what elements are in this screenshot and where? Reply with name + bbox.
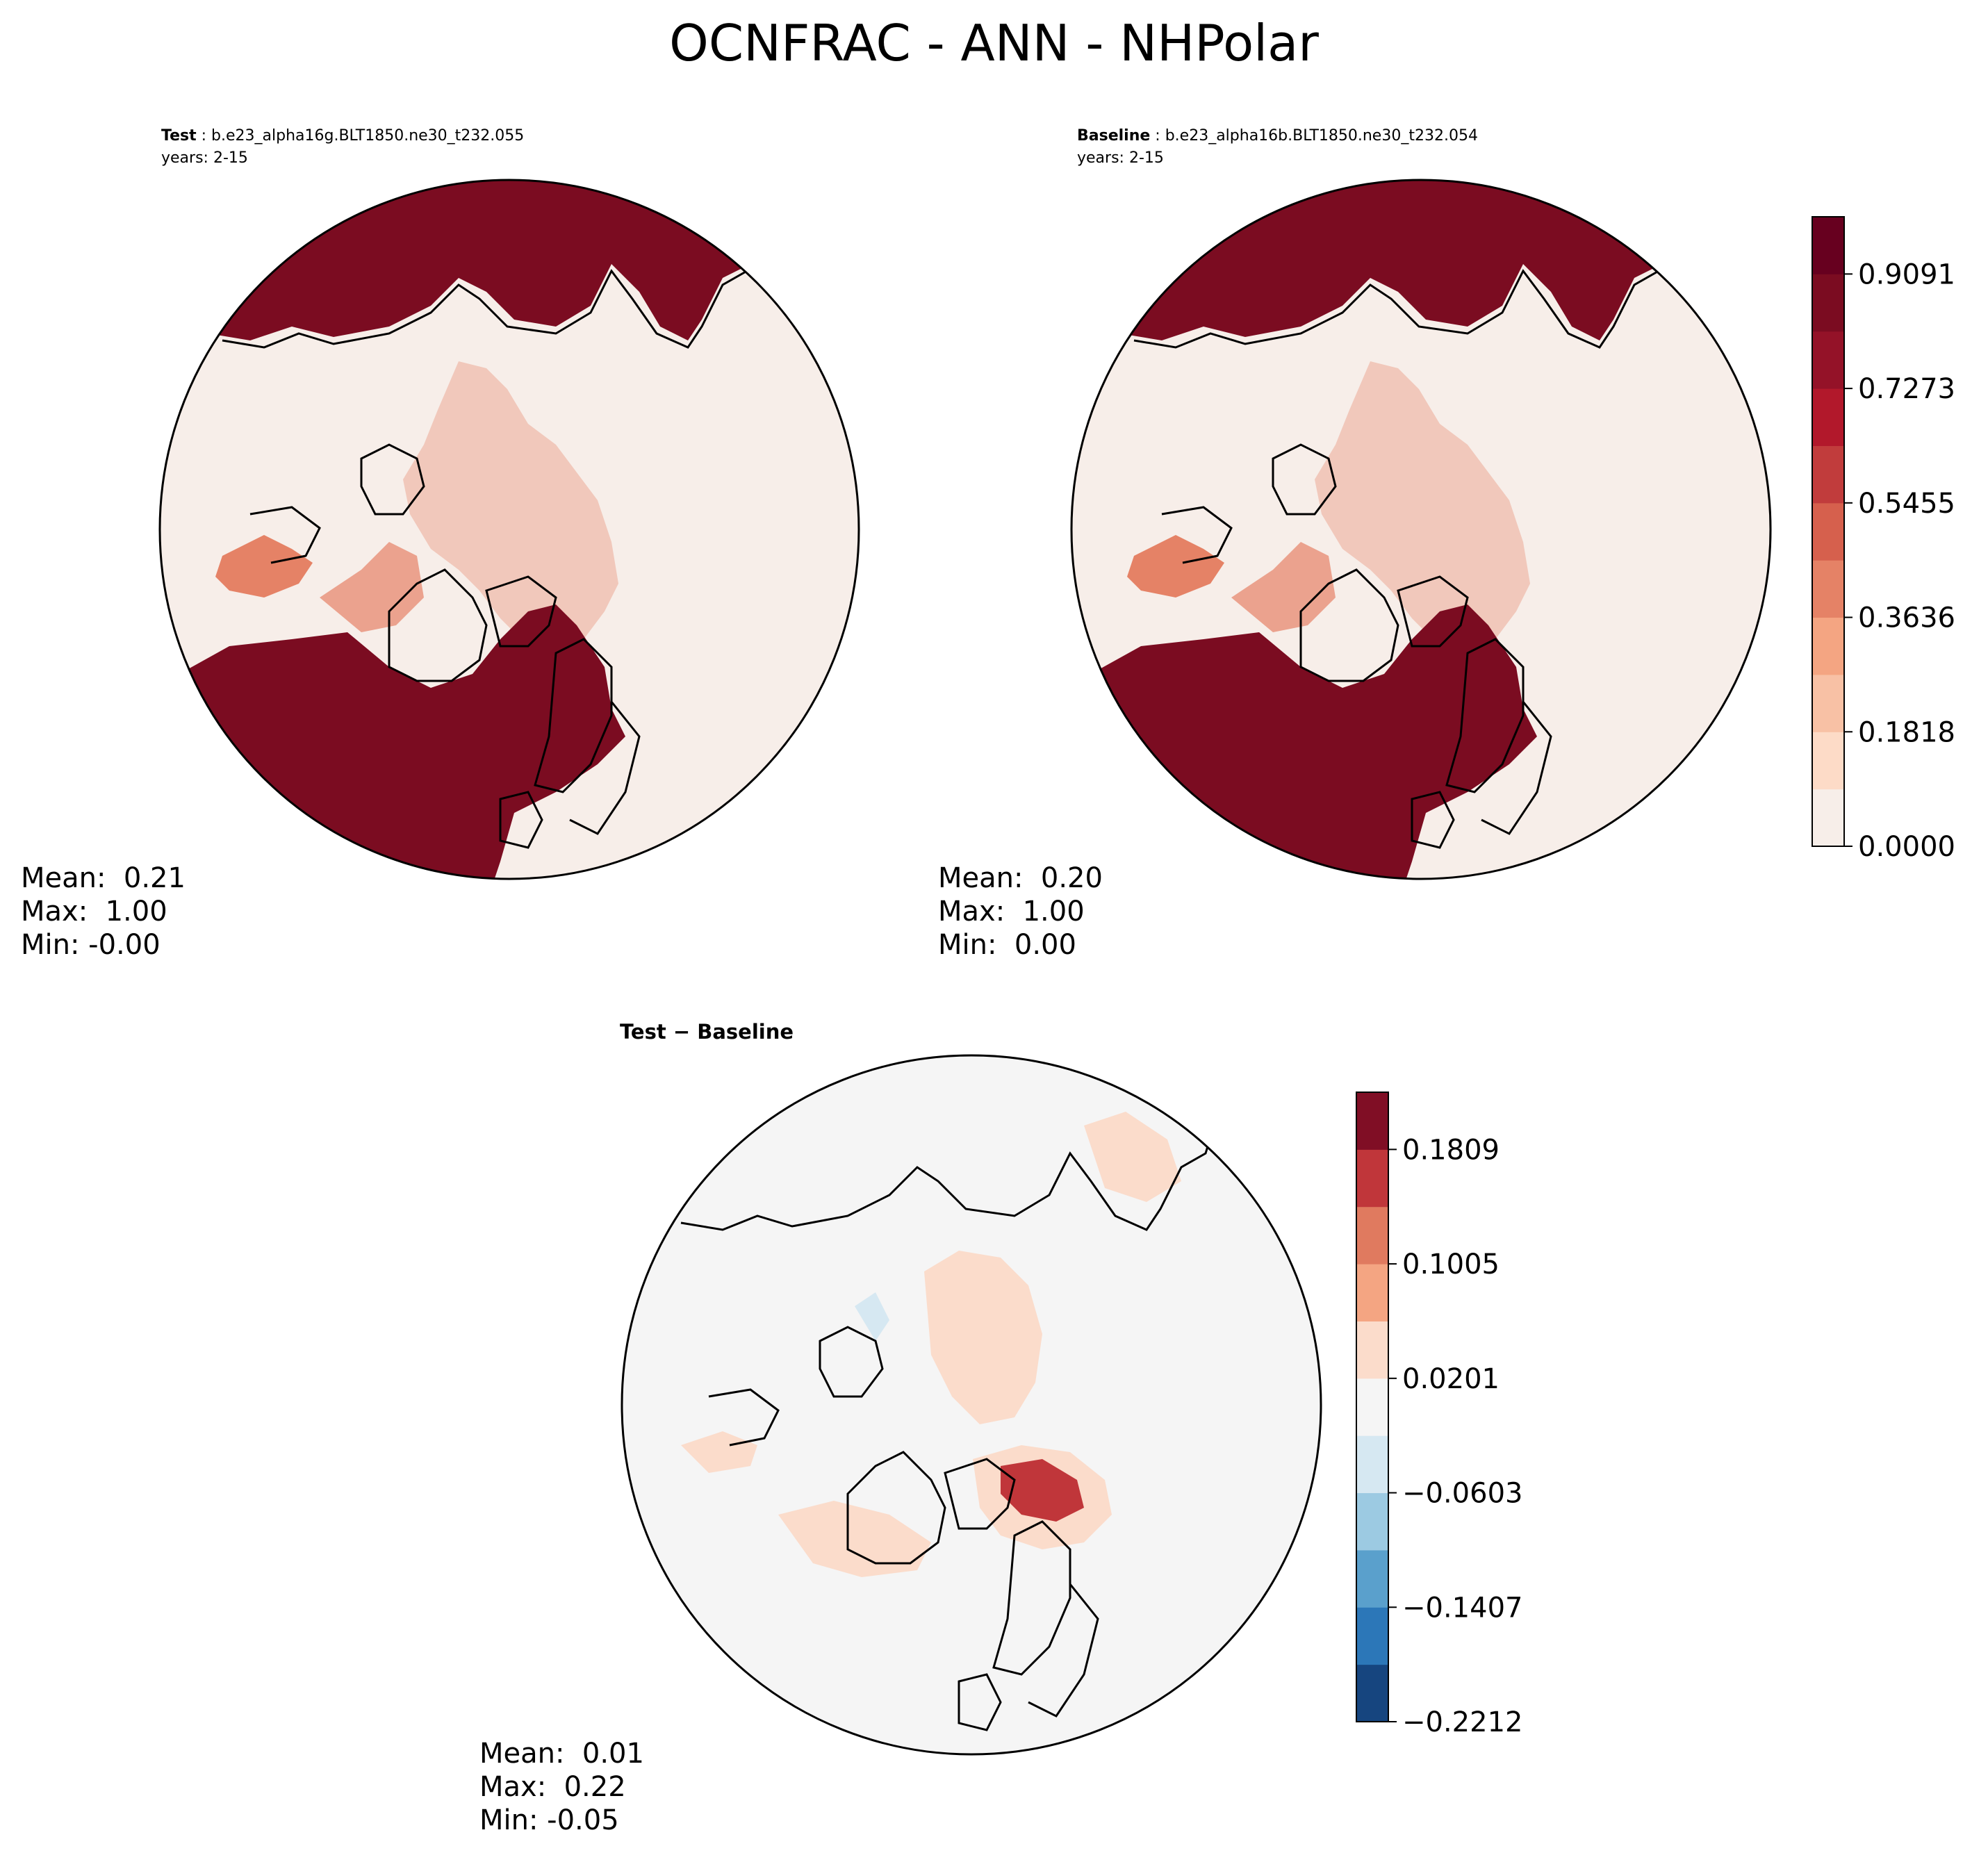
colorbar-main-tick-label: 0.5455 — [1858, 488, 1955, 520]
diff-positive-pacific — [1084, 1112, 1181, 1202]
colorbar-main-tick-label: 0.1818 — [1858, 716, 1955, 748]
baseline-ice-arctic — [1315, 361, 1530, 660]
test-min: Min: -0.00 — [21, 929, 161, 961]
colorbar-diff: 0.1809 0.1005 0.0201 −0.0603 −0.1407 −0.2212 — [1356, 1092, 1522, 1738]
colorbar-main-color-segment — [1812, 274, 1844, 332]
colorbar-main-frame — [1812, 216, 1845, 847]
colorbar-main-color-segment — [1812, 502, 1844, 561]
baseline-mean: Mean: 0.20 — [938, 862, 1103, 894]
baseline-hudson-bay — [1127, 535, 1224, 598]
test-mean: Mean: 0.21 — [21, 862, 186, 894]
colorbar-diff-color-segment — [1356, 1664, 1388, 1722]
test-hudson-bay — [215, 535, 313, 598]
colorbar-diff-color-segment — [1356, 1264, 1388, 1321]
colorbar-main: 0.9091 0.7273 0.5455 0.3636 0.1818 0.0000 — [1812, 216, 1955, 863]
colorbar-main-color-segment — [1812, 789, 1844, 847]
diff-stats: Mean: 0.01 Max: 0.22 Min: -0.05 — [479, 1737, 644, 1837]
colorbar-diff-tick-label: 0.1005 — [1402, 1249, 1500, 1280]
colorbar-diff-tick-label: −0.2212 — [1402, 1706, 1522, 1738]
diff-negative-patch — [855, 1292, 889, 1341]
colorbar-diff-color-segment — [1356, 1492, 1388, 1551]
colorbar-main-color-segment — [1812, 732, 1844, 790]
diff-max: Max: 0.22 — [479, 1771, 626, 1803]
baseline-baffin — [1231, 542, 1336, 632]
baseline-coastlines — [1133, 236, 1670, 849]
test-coastlines — [222, 236, 759, 849]
baseline-map — [1071, 180, 1771, 879]
diff-coastlines — [680, 1118, 1217, 1731]
diff-positive-labrador — [778, 1501, 931, 1577]
colorbar-main-tick-label: 0.9091 — [1858, 258, 1955, 290]
test-ice-arctic — [403, 361, 618, 660]
colorbar-diff-color-segment — [1356, 1435, 1388, 1494]
colorbar-diff-tick-label: 0.0201 — [1402, 1363, 1500, 1395]
colorbar-main-tick-label: 0.7273 — [1858, 373, 1955, 405]
colorbar-diff-tick-label: −0.1407 — [1402, 1592, 1522, 1624]
colorbar-main-color-segment — [1812, 331, 1844, 389]
colorbar-diff-color-segment — [1356, 1549, 1388, 1608]
colorbar-main-color-segment — [1812, 617, 1844, 675]
diff-strong-barents — [1001, 1459, 1084, 1522]
test-baffin — [320, 542, 424, 632]
diff-positive-hudson — [681, 1431, 757, 1473]
baseline-min: Min: 0.00 — [938, 929, 1076, 961]
test-years: years: 2-15 — [161, 149, 248, 167]
colorbar-main-color-segment — [1812, 388, 1844, 446]
baseline-max: Max: 1.00 — [938, 896, 1085, 928]
test-case-name: b.e23_alpha16g.BLT1850.ne30_t232.055 — [211, 127, 525, 145]
diff-mean: Mean: 0.01 — [479, 1738, 644, 1770]
colorbar-diff-tick-label: −0.0603 — [1402, 1478, 1522, 1510]
colorbar-main-tick-label: 0.0000 — [1858, 831, 1955, 863]
colorbar-diff-frame — [1356, 1092, 1389, 1722]
baseline-case-name: b.e23_alpha16b.BLT1850.ne30_t232.054 — [1165, 127, 1478, 145]
colorbar-main-color-segment — [1812, 560, 1844, 618]
test-map — [160, 180, 859, 879]
diff-map — [622, 1055, 1321, 1754]
test-map-frame — [158, 179, 860, 880]
test-max: Max: 1.00 — [21, 896, 167, 928]
baseline-panel-label: Baseline : b.e23_alpha16b.BLT1850.ne30_t… — [1077, 127, 1478, 167]
colorbar-diff-color-segment — [1356, 1149, 1388, 1208]
figure-title: OCNFRAC - ANN - NHPolar — [669, 14, 1319, 72]
colorbar-diff-color-segment — [1356, 1321, 1388, 1379]
colorbar-main-tick-label: 0.3636 — [1858, 602, 1955, 634]
baseline-label: Baseline — [1077, 127, 1151, 145]
diff-min: Min: -0.05 — [479, 1804, 619, 1836]
test-panel-label: Test : b.e23_alpha16g.BLT1850.ne30_t232.… — [161, 127, 525, 167]
colorbar-diff-color-segment — [1356, 1206, 1388, 1265]
colorbar-diff-tick-label: 0.1809 — [1402, 1134, 1500, 1166]
colorbar-diff-color-segment — [1356, 1378, 1388, 1436]
baseline-map-frame — [1070, 179, 1772, 880]
diff-positive-arctic — [924, 1251, 1042, 1424]
colorbar-main-color-segment — [1812, 217, 1844, 274]
test-stats: Mean: 0.21 Max: 1.00 Min: -0.00 — [21, 862, 186, 962]
diff-map-frame — [621, 1054, 1322, 1756]
colorbar-main-color-segment — [1812, 674, 1844, 732]
diff-panel-label: Test − Baseline — [620, 1020, 794, 1044]
baseline-years: years: 2-15 — [1077, 149, 1164, 167]
colorbar-main-color-segment — [1812, 445, 1844, 504]
test-label: Test — [161, 127, 197, 145]
colorbar-diff-color-segment — [1356, 1092, 1388, 1150]
colorbar-diff-color-segment — [1356, 1607, 1388, 1665]
baseline-stats: Mean: 0.20 Max: 1.00 Min: 0.00 — [938, 862, 1103, 962]
